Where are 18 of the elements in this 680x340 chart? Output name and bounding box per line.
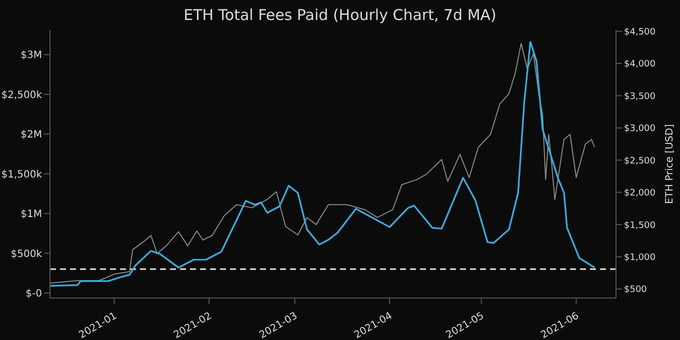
y-tick-label: $1M bbox=[20, 209, 42, 220]
chart-title: ETH Total Fees Paid (Hourly Chart, 7d MA) bbox=[182, 6, 498, 24]
y-tick-label: $500k bbox=[10, 248, 42, 260]
y2-tick-label: $1,500 bbox=[624, 220, 656, 231]
y-tick-label: $2,500k bbox=[1, 90, 42, 101]
y2-tick-label: $2,500 bbox=[624, 156, 656, 166]
y2-tick-label: $4,000 bbox=[624, 60, 656, 70]
y2-tick-label: $3,000 bbox=[624, 124, 656, 134]
y-tick-label: $-0 bbox=[26, 288, 42, 300]
y2-axis-title: ETH Price [USD] bbox=[664, 124, 676, 204]
y2-tick-label: $1,000 bbox=[624, 252, 656, 263]
y2-tick-label: $500 bbox=[624, 285, 648, 296]
y-tick-label: $3M bbox=[20, 50, 42, 62]
y2-tick-label: $2,000 bbox=[624, 188, 656, 199]
y2-tick-label: $3,500 bbox=[624, 92, 656, 102]
y2-tick-label: $4,500 bbox=[624, 27, 656, 38]
y-tick-label: $1,500k bbox=[1, 169, 42, 180]
y-tick-label: $2M bbox=[20, 130, 42, 141]
